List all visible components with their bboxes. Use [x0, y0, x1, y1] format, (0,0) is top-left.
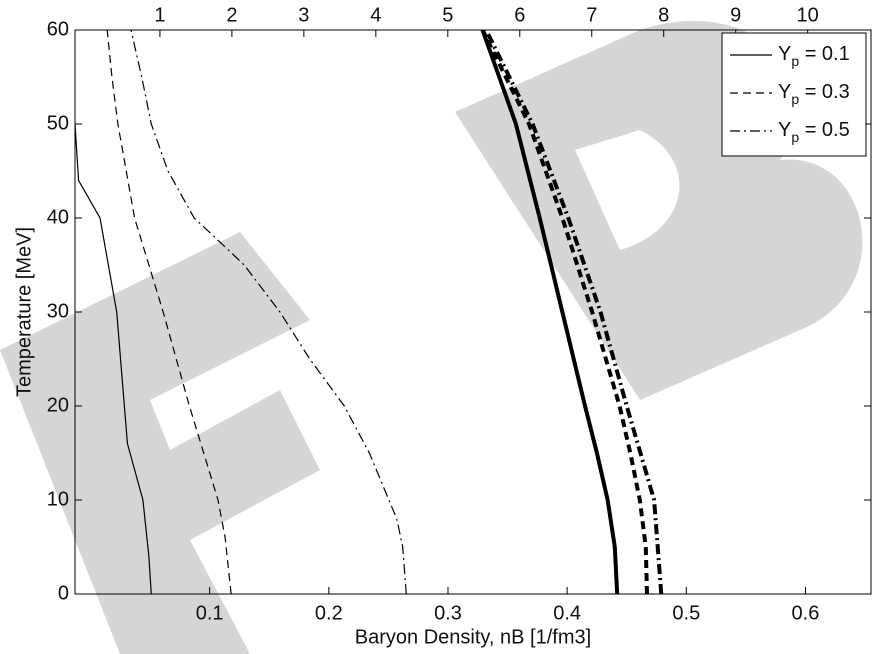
data-line — [130, 30, 407, 594]
x2-tick-label: 7 — [586, 4, 597, 26]
y-axis-label: Temperature [MeV] — [13, 227, 35, 397]
x-tick-label: 0.4 — [553, 602, 581, 624]
x2-tick-label: 6 — [514, 4, 525, 26]
data-line — [484, 30, 664, 594]
legend-label: Yp = 0.1 — [778, 43, 850, 68]
x2-tick-label: 8 — [658, 4, 669, 26]
y-tick-label: 30 — [47, 300, 69, 322]
x2-tick-label: 5 — [442, 4, 453, 26]
y-tick-label: 0 — [58, 582, 69, 604]
x-tick-label: 0.6 — [792, 602, 820, 624]
data-line — [480, 30, 620, 594]
x2-tick-label: 3 — [298, 4, 309, 26]
x2-tick-label: 2 — [226, 4, 237, 26]
plot-area — [75, 30, 664, 594]
y-tick-label: 40 — [47, 206, 69, 228]
x-tick-label: 0.2 — [315, 602, 343, 624]
x2-tick-label: 1 — [154, 4, 165, 26]
legend-label: Yp = 0.5 — [778, 119, 850, 144]
y-tick-label: 50 — [47, 112, 69, 134]
x2-tick-label: 9 — [730, 4, 741, 26]
y-tick-label: 20 — [47, 394, 69, 416]
x-axis-label: Baryon Density, nB [1/fm3] — [355, 626, 591, 648]
y-tick-label: 60 — [47, 18, 69, 40]
x-tick-label: 0.1 — [196, 602, 224, 624]
data-line — [106, 30, 232, 594]
y-tick-label: 10 — [47, 488, 69, 510]
x2-tick-label: 10 — [797, 4, 819, 26]
x-tick-label: 0.5 — [672, 602, 700, 624]
legend-box — [721, 32, 867, 157]
x2-tick-label: 4 — [370, 4, 381, 26]
legend-label: Yp = 0.3 — [778, 81, 850, 106]
data-line — [75, 123, 152, 594]
x-tick-label: 0.3 — [434, 602, 462, 624]
